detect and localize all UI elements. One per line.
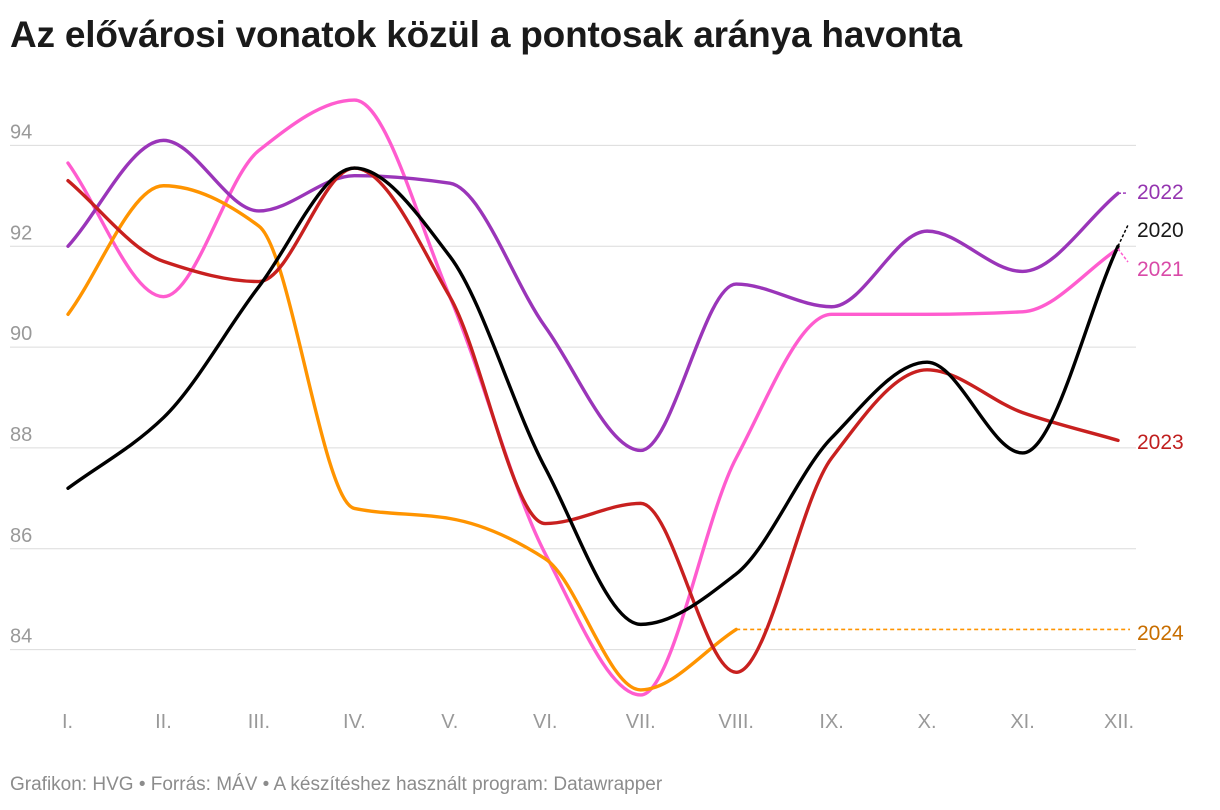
series-line-2024	[66, 184, 738, 692]
x-tick-label: VII.	[626, 711, 656, 733]
x-tick-label: IX.	[819, 711, 843, 733]
y-axis-ticks: 84 86 88 90 92 94	[10, 121, 32, 647]
series-label-2022: 2022	[1137, 181, 1184, 204]
series-line-2020	[66, 166, 1120, 627]
series-label-2021: 2021	[1137, 258, 1184, 281]
x-tick-label: VIII.	[718, 711, 754, 733]
series-line-2022	[66, 138, 1120, 453]
series-label-2020: 2020	[1137, 219, 1184, 242]
x-tick-label: I.	[62, 711, 73, 733]
y-tick-label: 84	[10, 626, 32, 648]
x-tick-label: VI.	[533, 711, 557, 733]
series-label-2024: 2024	[1137, 622, 1184, 645]
x-tick-label: XII.	[1104, 711, 1134, 733]
label-connector-2021	[1117, 248, 1129, 263]
y-tick-label: 86	[10, 525, 32, 547]
series-lines	[66, 98, 1130, 697]
series-label-2023: 2023	[1137, 431, 1184, 454]
series-line-2021	[66, 98, 1120, 697]
label-connector-2020	[1117, 224, 1129, 247]
x-tick-label: V.	[441, 711, 458, 733]
x-tick-label: XI.	[1010, 711, 1034, 733]
grid-lines	[10, 144, 1136, 651]
x-tick-label: II.	[155, 711, 172, 733]
x-tick-label: III.	[248, 711, 270, 733]
chart-title: Az elővárosi vonatok közül a pontosak ar…	[10, 14, 962, 55]
y-tick-label: 92	[10, 222, 32, 244]
x-tick-label: IV.	[343, 711, 366, 733]
y-tick-label: 94	[10, 121, 32, 143]
chart-footer: Grafikon: HVG • Forrás: MÁV • A készítés…	[10, 774, 663, 795]
x-axis-ticks: I. II. III. IV. V. VI. VII. VIII. IX. X. XI. XII.	[62, 711, 1134, 733]
y-tick-label: 90	[10, 323, 32, 345]
x-tick-label: X.	[918, 711, 937, 733]
y-tick-label: 88	[10, 424, 32, 446]
series-labels: 2020 2021 2022 2023 2024	[1117, 181, 1184, 645]
